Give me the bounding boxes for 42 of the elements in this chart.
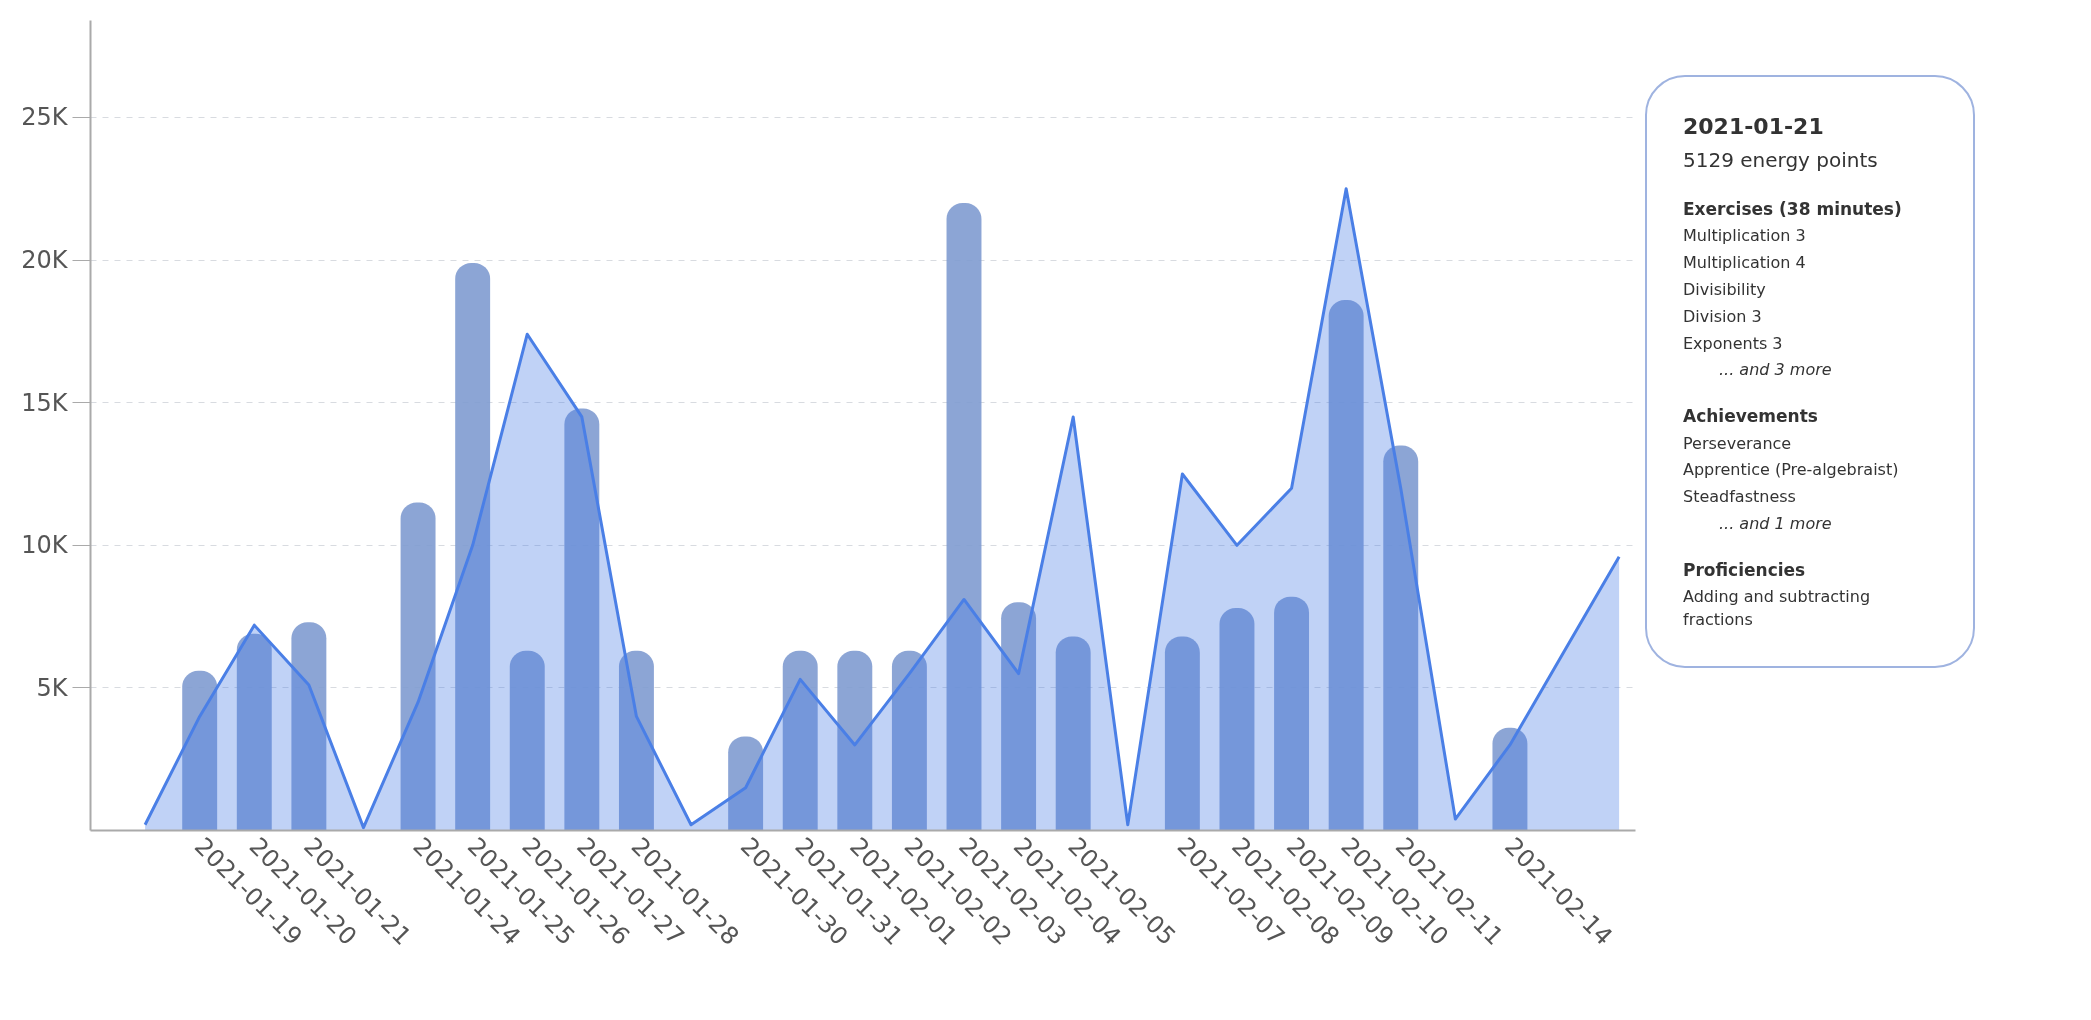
text: Apprentice (Pre-algebraist) xyxy=(1683,459,1900,482)
text: Perseverance xyxy=(1683,432,1793,455)
text: ... and 1 more xyxy=(1718,513,1833,536)
bar xyxy=(946,203,982,831)
bar xyxy=(564,408,600,831)
bar xyxy=(782,650,818,831)
bar xyxy=(837,650,873,831)
text: Division 3 xyxy=(1683,305,1763,328)
bar xyxy=(400,502,436,831)
y-tick-label: 10K xyxy=(21,531,69,560)
text: Multiplication 4 xyxy=(1683,252,1807,275)
bar xyxy=(182,670,218,831)
bar xyxy=(1383,445,1419,831)
bar xyxy=(728,736,764,831)
text: Adding and subtracting fractions xyxy=(1683,586,1872,632)
bar xyxy=(509,650,545,831)
text: 2021-01-21 xyxy=(1683,113,1825,141)
text: Divisibility xyxy=(1683,278,1767,301)
bar xyxy=(291,622,327,831)
text: Exercises (38 minutes) xyxy=(1683,198,1903,221)
y-tick-label: 20K xyxy=(21,246,69,275)
bar xyxy=(1001,602,1037,831)
bar xyxy=(1164,636,1200,831)
bar xyxy=(236,633,272,831)
bar xyxy=(1274,596,1310,831)
bar xyxy=(1055,636,1091,831)
text: Multiplication 3 xyxy=(1683,225,1807,248)
bar xyxy=(455,262,491,831)
text: Steadfastness xyxy=(1683,486,1797,509)
text: 5129 energy points xyxy=(1683,147,1879,175)
y-tick-label: 15K xyxy=(21,388,69,417)
bar xyxy=(1328,300,1364,831)
text: Achievements xyxy=(1683,405,1819,429)
bar xyxy=(618,650,654,831)
text: ... and 3 more xyxy=(1718,359,1833,382)
bar xyxy=(891,650,927,831)
y-tick-label: 5K xyxy=(36,673,69,702)
y-tick-label: 25K xyxy=(21,103,69,132)
text: Proficiencies xyxy=(1683,559,1807,582)
bar xyxy=(1492,727,1528,831)
bar xyxy=(1219,608,1255,831)
text: Exponents 3 xyxy=(1683,332,1784,355)
